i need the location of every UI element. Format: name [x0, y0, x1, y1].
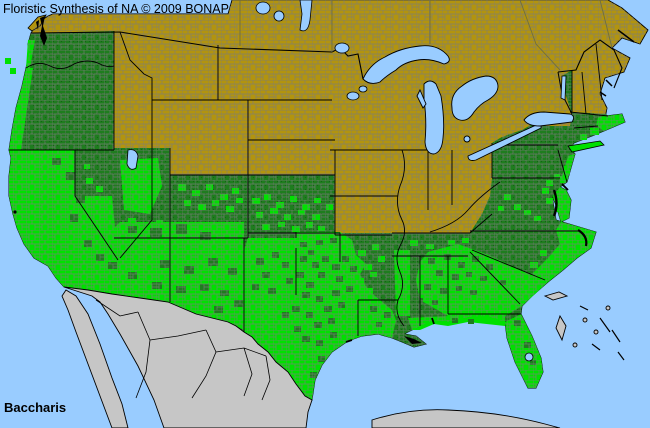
great-lakes	[362, 45, 575, 161]
county-cell	[5, 58, 11, 64]
county-cell	[10, 68, 16, 74]
county-cell	[468, 319, 474, 324]
long-island	[567, 140, 605, 153]
map-title: Floristic Synthesis of NA © 2009 BONAP	[3, 2, 229, 16]
county-cell	[452, 318, 458, 323]
state-borders	[9, 31, 609, 336]
taxon-label: Baccharis	[4, 400, 67, 415]
mexico-region	[61, 286, 313, 428]
caribbean-islands	[371, 291, 625, 428]
other-lakes	[126, 0, 567, 362]
coastal-inlets	[13, 16, 635, 344]
